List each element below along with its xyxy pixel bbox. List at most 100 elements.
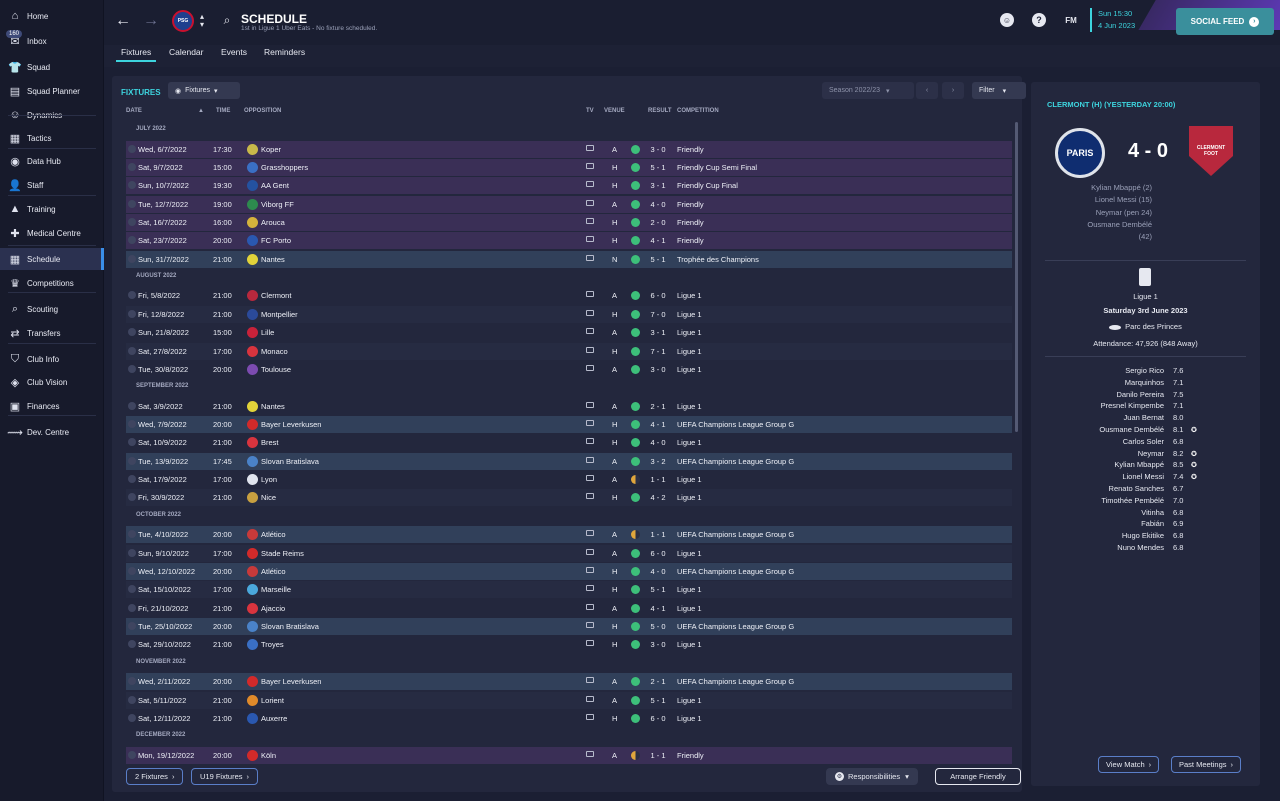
fixture-row[interactable]: Mon, 19/12/2022 20:00 Köln A 1 - 1 Friendly bbox=[126, 746, 1012, 764]
fixture-competition[interactable]: Ligue 1 bbox=[677, 309, 702, 319]
fixture-checkbox[interactable] bbox=[128, 640, 136, 649]
opponent-name[interactable]: Lorient bbox=[261, 695, 284, 705]
fixture-competition[interactable]: Ligue 1 bbox=[677, 713, 702, 723]
fixture-competition[interactable]: Ligue 1 bbox=[677, 603, 702, 613]
fixture-score[interactable]: 5 - 1 bbox=[650, 162, 666, 172]
opponent-name[interactable]: Montpellier bbox=[261, 309, 298, 319]
col-time[interactable]: TIME bbox=[216, 108, 231, 114]
fixture-checkbox[interactable] bbox=[128, 713, 136, 722]
fixture-checkbox[interactable] bbox=[128, 217, 136, 226]
fixture-competition[interactable]: Ligue 1 bbox=[677, 695, 702, 705]
fixture-checkbox[interactable] bbox=[128, 750, 136, 759]
fixture-score[interactable]: 7 - 0 bbox=[650, 309, 666, 319]
fixture-row[interactable]: Sat, 29/10/2022 21:00 Troyes H 3 - 0 Ligue 1 bbox=[126, 636, 1012, 654]
fixture-row[interactable]: Wed, 6/7/2022 17:30 Koper A 3 - 0 Friendly bbox=[126, 140, 1012, 158]
sidebar-item-inbox[interactable]: ✉ Inbox 160 bbox=[0, 30, 104, 52]
fixture-checkbox[interactable] bbox=[128, 493, 136, 502]
player-rating-row[interactable]: Vitinha 6.8 bbox=[1031, 508, 1260, 520]
fixture-competition[interactable]: Friendly bbox=[677, 236, 704, 246]
col-opposition[interactable]: OPPOSITION bbox=[244, 108, 282, 114]
col-competition[interactable]: COMPETITION bbox=[677, 108, 719, 114]
sidebar-item-squad[interactable]: 👕 Squad bbox=[0, 56, 104, 78]
opponent-name[interactable]: Grasshoppers bbox=[261, 162, 309, 172]
fixture-competition[interactable]: Trophée des Champions bbox=[677, 254, 759, 264]
col-venue[interactable]: VENUE bbox=[604, 108, 625, 114]
clermont-crest[interactable]: CLERMONT FOOT bbox=[1189, 126, 1233, 176]
fixture-checkbox[interactable] bbox=[128, 420, 136, 429]
opponent-name[interactable]: Koper bbox=[261, 144, 282, 154]
search-icon[interactable]: ⌕ bbox=[223, 12, 231, 27]
fixture-checkbox[interactable] bbox=[128, 199, 136, 208]
tab-fixtures[interactable]: Fixtures bbox=[115, 47, 157, 62]
profile-icon[interactable]: ☺ bbox=[1000, 13, 1014, 27]
fixture-score[interactable]: 2 - 1 bbox=[650, 401, 666, 411]
sidebar-item-data-hub[interactable]: ◉ Data Hub bbox=[0, 150, 104, 172]
fixture-score[interactable]: 4 - 1 bbox=[650, 236, 666, 246]
player-rating-row[interactable]: Marquinhos 7.1 bbox=[1031, 378, 1260, 390]
fixture-row[interactable]: Sun, 10/7/2022 19:30 AA Gent H 3 - 1 Friendly… bbox=[126, 177, 1012, 195]
fixture-checkbox[interactable] bbox=[128, 346, 136, 355]
fixture-score[interactable]: 4 - 1 bbox=[650, 420, 666, 430]
opponent-name[interactable]: Ajaccio bbox=[261, 603, 286, 613]
opponent-name[interactable]: Atlético bbox=[261, 530, 286, 540]
fixture-competition[interactable]: Friendly bbox=[677, 217, 704, 227]
social-feed-button[interactable]: SOCIAL FEED › bbox=[1176, 8, 1274, 35]
fixture-competition[interactable]: UEFA Champions League Group G bbox=[677, 420, 795, 430]
fixture-row[interactable]: Tue, 12/7/2022 19:00 Viborg FF A 4 - 0 Friend… bbox=[126, 195, 1012, 213]
fixture-checkbox[interactable] bbox=[128, 677, 136, 686]
psg-crest[interactable]: PARIS bbox=[1055, 128, 1105, 178]
fixture-checkbox[interactable] bbox=[128, 254, 136, 263]
opponent-name[interactable]: AA Gent bbox=[261, 181, 289, 191]
fixture-competition[interactable]: Ligue 1 bbox=[677, 328, 702, 338]
fixture-score[interactable]: 3 - 1 bbox=[650, 328, 666, 338]
fixture-competition[interactable]: Ligue 1 bbox=[677, 493, 702, 503]
tab-reminders[interactable]: Reminders bbox=[264, 47, 306, 57]
arrange-friendly-button[interactable]: Arrange Friendly bbox=[935, 768, 1021, 785]
fixture-row[interactable]: Sun, 21/8/2022 15:00 Lille A 3 - 1 Ligue 1 bbox=[126, 324, 1012, 342]
fixture-competition[interactable]: Ligue 1 bbox=[677, 585, 702, 595]
goalscorer[interactable]: Ousmane Dembélé bbox=[1087, 219, 1152, 229]
opponent-name[interactable]: Arouca bbox=[261, 217, 285, 227]
stadium[interactable]: Parc des Princes bbox=[1031, 322, 1260, 331]
fixture-score[interactable]: 1 - 1 bbox=[650, 530, 666, 540]
opponent-name[interactable]: Köln bbox=[261, 750, 277, 760]
fixture-checkbox[interactable] bbox=[128, 622, 136, 631]
date-display[interactable]: Sun 15:30 4 Jun 2023 bbox=[1090, 8, 1135, 32]
fixture-row[interactable]: Wed, 7/9/2022 20:00 Bayer Leverkusen H 4 - 1… bbox=[126, 416, 1012, 434]
fixture-score[interactable]: 6 - 0 bbox=[650, 548, 666, 558]
fixture-checkbox[interactable] bbox=[128, 401, 136, 410]
fixture-competition[interactable]: UEFA Champions League Group G bbox=[677, 622, 795, 632]
view-dropdown[interactable]: ◉ Fixtures ▾ bbox=[168, 82, 240, 99]
player-rating-row[interactable]: Ousmane Dembélé 8.1 ✪ bbox=[1031, 425, 1260, 437]
fixture-checkbox[interactable] bbox=[128, 309, 136, 318]
col-tv[interactable]: TV bbox=[586, 108, 594, 114]
fixture-row[interactable]: Sat, 5/11/2022 21:00 Lorient A 5 - 1 Ligue 1 bbox=[126, 691, 1012, 709]
fixture-score[interactable]: 4 - 1 bbox=[650, 603, 666, 613]
tab-events[interactable]: Events bbox=[221, 47, 247, 57]
opponent-name[interactable]: Slovan Bratislava bbox=[261, 456, 319, 466]
player-rating-row[interactable]: Renato Sanches 6.7 bbox=[1031, 484, 1260, 496]
fixture-row[interactable]: Tue, 25/10/2022 20:00 Slovan Bratislava H 5 … bbox=[126, 618, 1012, 636]
opponent-name[interactable]: Slovan Bratislava bbox=[261, 622, 319, 632]
opponent-name[interactable]: Bayer Leverkusen bbox=[261, 677, 322, 687]
club-crest[interactable]: PSG bbox=[172, 10, 194, 32]
opponent-name[interactable]: Nantes bbox=[261, 401, 285, 411]
fixture-checkbox[interactable] bbox=[128, 695, 136, 704]
fixture-checkbox[interactable] bbox=[128, 328, 136, 337]
opponent-name[interactable]: Clermont bbox=[261, 291, 292, 301]
fixture-checkbox[interactable] bbox=[128, 567, 136, 575]
player-rating-row[interactable]: Hugo Ekitike 6.8 bbox=[1031, 531, 1260, 543]
fixture-row[interactable]: Sat, 3/9/2022 21:00 Nantes A 2 - 1 Ligue 1 bbox=[126, 397, 1012, 415]
sidebar-item-competitions[interactable]: ♛ Competitions bbox=[0, 272, 104, 294]
sidebar-item-club-info[interactable]: ⛉ Club Info bbox=[0, 348, 104, 370]
fixture-checkbox[interactable] bbox=[128, 603, 136, 612]
responsibilities-button[interactable]: ⚙ Responsibilities ▾ bbox=[826, 768, 918, 785]
fixture-checkbox[interactable] bbox=[128, 162, 136, 171]
fixture-checkbox[interactable] bbox=[128, 291, 136, 300]
help-icon[interactable]: ? bbox=[1032, 13, 1046, 27]
sidebar-item-dev-centre[interactable]: ⟿ Dev. Centre bbox=[0, 421, 104, 443]
opponent-name[interactable]: Lille bbox=[261, 328, 275, 338]
opponent-name[interactable]: Troyes bbox=[261, 640, 284, 650]
fixture-competition[interactable]: Friendly bbox=[677, 144, 704, 154]
player-rating-row[interactable]: Sergio Rico 7.6 bbox=[1031, 366, 1260, 378]
